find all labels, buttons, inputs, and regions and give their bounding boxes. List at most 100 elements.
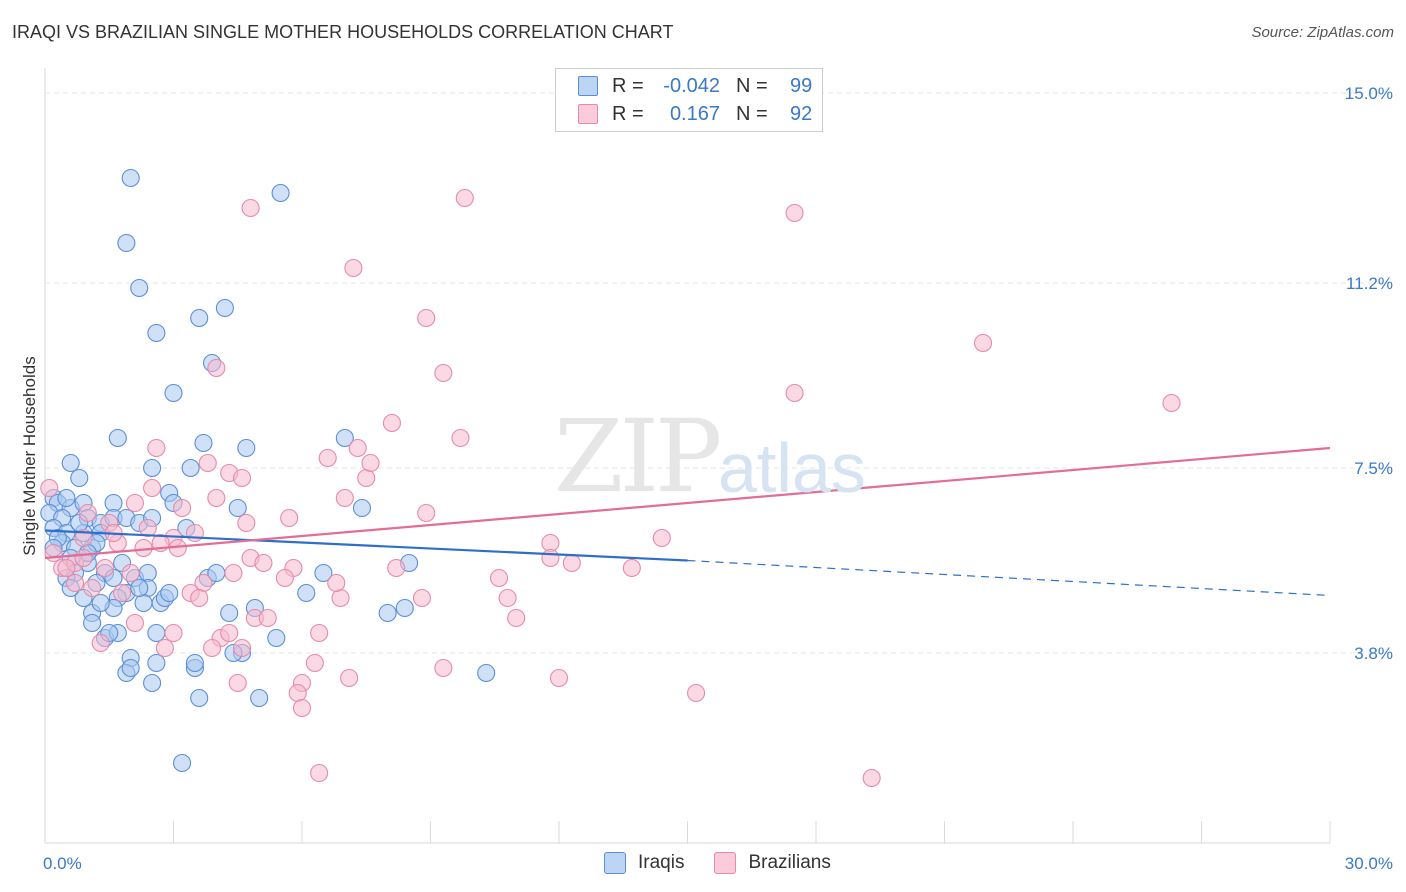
legend-row-brazilians: R = 0.167 N = 92: [578, 100, 812, 128]
data-point-brazilians: [83, 578, 102, 598]
data-point-brazilians: [241, 198, 260, 218]
data-point-brazilians: [310, 763, 329, 783]
iraqis-series: [40, 168, 496, 773]
data-point-brazilians: [417, 503, 436, 523]
data-point-brazilians: [207, 488, 226, 508]
tick-labels: 3.8% 7.5% 11.2% 15.0% 0.0% 30.0%: [43, 84, 1393, 873]
data-point-brazilians: [357, 468, 376, 488]
data-point-brazilians: [143, 478, 162, 498]
data-point-brazilians: [652, 528, 671, 548]
data-point-iraqis: [271, 183, 290, 203]
gridlines: [45, 92, 1390, 654]
data-point-iraqis: [143, 673, 162, 693]
data-point-iraqis: [70, 468, 89, 488]
legend-n-value: 92: [790, 102, 813, 125]
legend-swatch-brazilians: [714, 852, 737, 874]
data-point-brazilians: [862, 768, 881, 788]
data-point-brazilians: [74, 548, 93, 568]
data-point-brazilians: [65, 573, 85, 593]
data-point-brazilians: [155, 638, 174, 658]
data-point-brazilians: [785, 203, 804, 223]
data-point-iraqis: [147, 653, 166, 673]
data-point-brazilians: [224, 563, 243, 583]
data-point-iraqis: [335, 428, 354, 448]
data-point-brazilians: [275, 568, 294, 588]
data-point-brazilians: [310, 623, 329, 643]
data-point-brazilians: [292, 698, 312, 718]
data-point-brazilians: [237, 513, 256, 533]
iraqis-trend-line: [44, 529, 688, 562]
data-point-brazilians: [382, 413, 402, 433]
data-point-iraqis: [117, 233, 136, 253]
data-point-iraqis: [160, 583, 179, 603]
data-point-brazilians: [232, 468, 252, 488]
data-point-iraqis: [477, 663, 496, 683]
data-point-iraqis: [130, 278, 149, 298]
data-point-brazilians: [412, 588, 431, 608]
legend-n-value: 99: [790, 74, 813, 97]
data-point-brazilians: [785, 383, 804, 403]
data-point-iraqis: [143, 458, 162, 478]
chart-title: IRAQI VS BRAZILIAN SINGLE MOTHER HOUSEHO…: [12, 22, 674, 42]
data-point-iraqis: [194, 433, 213, 453]
watermark-zip: ZIP: [554, 398, 722, 515]
data-point-brazilians: [541, 548, 560, 568]
data-point-iraqis: [121, 168, 140, 188]
legend-row-iraqis: R = -0.042 N = 99: [578, 72, 812, 100]
data-point-iraqis: [220, 603, 239, 623]
data-point-brazilians: [232, 638, 252, 658]
legend-r-value: 0.167: [669, 102, 720, 125]
data-point-iraqis: [190, 688, 209, 708]
data-point-iraqis: [130, 578, 149, 598]
legend-item-iraqis: Iraqis: [604, 852, 684, 874]
data-point-brazilians: [78, 503, 97, 523]
data-point-brazilians: [185, 523, 204, 543]
data-point-brazilians: [434, 363, 453, 383]
data-point-iraqis: [395, 598, 414, 618]
data-point-brazilians: [387, 558, 406, 578]
data-point-brazilians: [164, 623, 183, 643]
data-point-iraqis: [190, 308, 209, 328]
data-point-iraqis: [57, 488, 76, 508]
data-point-brazilians: [280, 508, 299, 528]
data-point-brazilians: [74, 528, 93, 548]
data-point-iraqis: [314, 563, 333, 583]
data-point-iraqis: [164, 383, 183, 403]
data-point-brazilians: [348, 438, 367, 458]
axes: [44, 68, 1331, 844]
data-point-iraqis: [250, 688, 269, 708]
y-tick-label: 11.2%: [1346, 274, 1393, 293]
data-point-brazilians: [507, 608, 526, 628]
data-point-iraqis: [228, 498, 247, 518]
data-point-brazilians: [138, 518, 157, 538]
legend-n-label: N =: [736, 74, 768, 97]
data-point-brazilians: [327, 573, 346, 593]
x-tick-label: 30.0%: [1345, 854, 1393, 873]
data-point-brazilians: [417, 308, 436, 328]
data-point-iraqis: [173, 753, 192, 773]
data-point-brazilians: [973, 333, 993, 353]
data-point-brazilians: [190, 588, 209, 608]
data-point-iraqis: [147, 323, 166, 343]
data-point-brazilians: [125, 613, 144, 633]
data-point-iraqis: [185, 653, 204, 673]
legend-swatch-iraqis: [604, 852, 626, 874]
data-point-brazilians: [361, 453, 380, 473]
data-point-brazilians: [95, 558, 115, 578]
data-point-brazilians: [340, 668, 359, 688]
data-point-iraqis: [215, 298, 234, 318]
data-point-brazilians: [498, 588, 517, 608]
data-point-brazilians: [207, 358, 226, 378]
data-point-brazilians: [1162, 393, 1181, 413]
data-point-brazilians: [549, 668, 569, 688]
data-point-brazilians: [562, 553, 581, 573]
legend-n-label: N =: [736, 102, 768, 125]
data-point-brazilians: [622, 558, 641, 578]
legend-r-value: -0.042: [663, 74, 720, 97]
data-point-brazilians: [318, 448, 337, 468]
data-point-brazilians: [57, 558, 76, 578]
data-point-brazilians: [91, 633, 110, 653]
brazilians-series: [40, 188, 1181, 788]
brazilians-trend-line: [44, 446, 1331, 560]
y-tick-label: 7.5%: [1354, 459, 1393, 478]
